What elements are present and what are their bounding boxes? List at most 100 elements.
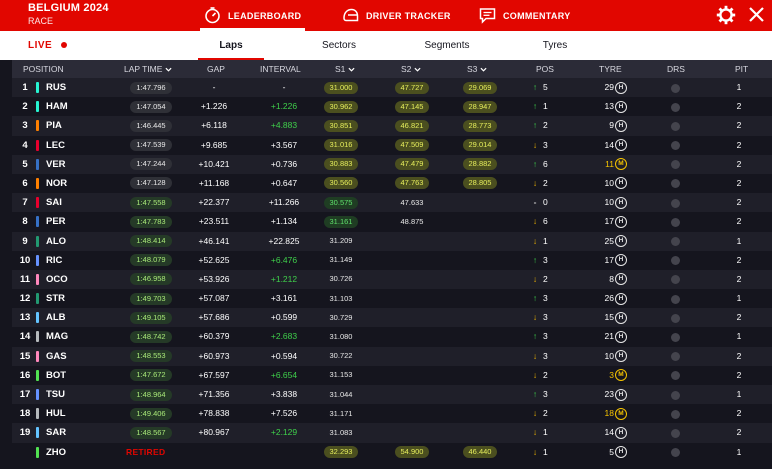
position-change-value: 2 <box>543 177 548 188</box>
position-change: ↑ 5 <box>531 78 563 97</box>
tab-sectors[interactable]: Sectors <box>322 40 356 51</box>
table-row[interactable]: 13 ALB 1:49.105 +57.686 +0.599 30.729 ↓ 3 15 H 2 <box>12 308 772 328</box>
table-header: POSITION LAP TIME GAP INTERVAL S1 S2 S3 … <box>12 60 772 78</box>
position-arrow-icon: - <box>533 197 537 208</box>
tyre-compound-icon: H <box>615 292 627 305</box>
gear-icon[interactable] <box>716 5 736 25</box>
tab-segments[interactable]: Segments <box>424 40 470 51</box>
table-row[interactable]: ZHO RETIRED 32.293 54.900 46.440 ↓ 1 5 H 1 <box>12 442 772 462</box>
tab-laps[interactable]: Laps <box>176 31 286 60</box>
interval-value: +2.129 <box>270 427 298 438</box>
drs-indicator <box>671 352 680 362</box>
tyre-laps: 15 <box>604 312 614 323</box>
team-color-bar <box>36 254 39 266</box>
table-row[interactable]: 4 LEC 1:47.539 +9.685 +3.567 31.016 47.509 29.0… <box>12 135 772 155</box>
tyre-laps: 11 <box>605 158 614 169</box>
table-row[interactable]: 11 OCO 1:46.958 +53.926 +1.212 30.726 ↓ 2 8 H 2 <box>12 269 772 290</box>
pit-stops: 2 <box>736 177 742 188</box>
position-number: 5 <box>22 158 28 170</box>
drs-indicator <box>671 390 680 400</box>
drs-indicator <box>671 141 680 151</box>
driver-code: HAM <box>46 101 68 113</box>
nav-tab-label: COMMENTARY <box>503 10 571 21</box>
table-row[interactable]: 3 PIA 1:46.445 +6.118 +4.883 30.851 46.821 28.7… <box>12 116 772 136</box>
col-s1[interactable]: S1 <box>335 60 355 78</box>
table-row[interactable]: 7 SAI 1:47.558 +22.377 +11.266 30.575 47.633 -0… <box>12 193 772 213</box>
driver-code: PER <box>46 216 66 228</box>
sector-1-time: 31.016 <box>324 139 358 152</box>
nav-tab-driver-tracker[interactable]: DRIVER TRACKER <box>342 0 451 31</box>
driver-code: SAR <box>46 427 67 439</box>
table-row[interactable]: 5 VER 1:47.244 +10.421 +0.736 30.883 47.479 28.… <box>12 154 772 174</box>
table-row[interactable]: 14 MAG 1:48.742 +60.379 +2.683 31.080 ↑ 3 21 H 1 <box>12 327 772 347</box>
interval-value: +7.526 <box>270 408 298 419</box>
tyre-compound-icon: H <box>615 273 627 286</box>
event-info: BELGIUM 2024 RACE <box>28 2 109 27</box>
pit-stops: 2 <box>736 273 742 284</box>
driver-code: NOR <box>46 177 68 189</box>
drs-indicator <box>671 409 680 419</box>
table-row[interactable]: 8 PER 1:47.783 +23.511 +1.134 31.161 48.875 ↓ 6 1… <box>12 212 772 232</box>
driver-code: ALO <box>46 235 67 247</box>
position-arrow-icon: ↓ <box>532 446 538 457</box>
interval-value: +1.134 <box>270 216 298 227</box>
position-arrow-icon: ↑ <box>532 254 538 265</box>
table-row[interactable]: 9 ALO 1:48.414 +46.141 +22.825 31.209 ↓ 1 25 H 1 <box>12 231 772 251</box>
position-number: 19 <box>19 427 31 439</box>
position-change: ↓ 3 <box>531 136 563 155</box>
drs-indicator <box>671 448 680 458</box>
table-row[interactable]: 17 TSU 1:48.964 +71.356 +3.838 31.044 ↑ 3 23 H 1 <box>12 385 772 405</box>
col-position: POSITION <box>23 64 64 74</box>
close-icon[interactable] <box>748 6 765 23</box>
chat-icon <box>479 7 496 24</box>
tyre-compound-icon: H <box>615 196 627 209</box>
position-number: 11 <box>19 273 31 285</box>
position-number: 1 <box>22 82 28 93</box>
position-change: ↓ 6 <box>531 212 563 231</box>
table-row[interactable]: 12 STR 1:49.703 +57.087 +3.161 31.103 ↑ 3 26 H 1 <box>12 289 772 309</box>
tyre-compound-icon: H <box>615 311 627 324</box>
col-s3[interactable]: S3 <box>467 60 487 78</box>
nav-tab-leaderboard[interactable]: LEADERBOARD <box>199 0 306 31</box>
col-s2[interactable]: S2 <box>401 60 421 78</box>
position-arrow-icon: ↓ <box>532 273 538 284</box>
driver-code: TSU <box>46 389 65 400</box>
position-arrow-icon: ↓ <box>532 427 538 438</box>
interval-value: +11.266 <box>268 197 300 208</box>
table-row[interactable]: 6 NOR 1:47.128 +11.168 +0.647 30.560 47.763 28.… <box>12 173 772 194</box>
interval-value: +2.683 <box>270 331 298 342</box>
pit-stops: 2 <box>736 369 742 380</box>
driver-code: ALB <box>46 312 66 324</box>
table-row[interactable]: 16 BOT 1:47.672 +67.597 +6.654 31.153 ↓ 2 3 M 2 <box>12 365 772 385</box>
table-row[interactable]: 2 HAM 1:47.054 +1.226 +1.226 30.962 47.145 28.9… <box>12 97 772 117</box>
table-row[interactable]: 18 HUL 1:49.406 +78.838 +7.526 31.171 ↓ 2 18 M 2 <box>12 404 772 424</box>
nav-tab-commentary[interactable]: COMMENTARY <box>479 0 571 31</box>
table-row[interactable]: 10 RIC 1:48.079 +52.625 +6.476 31.149 ↑ 3 17 H 2 <box>12 250 772 270</box>
table-row[interactable]: 1 RUS 1:47.796- -31.000 47.727 29.069 ↑ 5 29 H 1 <box>12 78 772 98</box>
col-lap-time[interactable]: LAP TIME <box>124 60 172 78</box>
driver-code: RUS <box>46 82 67 93</box>
gap-value: +67.597 <box>198 369 230 380</box>
pit-stops: 2 <box>736 158 742 169</box>
position-change-value: 1 <box>543 446 548 457</box>
sector-1-time: 30.722 <box>329 351 353 361</box>
team-color-bar <box>36 120 39 132</box>
table-row[interactable]: 19 SAR 1:48.567 +80.967 +2.129 31.083 ↓ 1 14 H 2 <box>12 423 772 443</box>
lap-time: 1:49.105 <box>130 311 172 324</box>
tyre-laps: 10 <box>604 350 614 361</box>
position-change-value: 6 <box>543 216 548 227</box>
session-name: RACE <box>28 16 54 26</box>
top-nav-bar: BELGIUM 2024 RACE LEADERBOARD DRIVER TRA… <box>0 0 772 31</box>
tyre-compound-icon: H <box>615 215 627 228</box>
position-arrow-icon: ↓ <box>532 235 538 246</box>
position-change: ↓ 2 <box>531 404 563 423</box>
tyre-laps: 10 <box>604 197 614 208</box>
table-row[interactable]: 15 GAS 1:48.553 +60.973 +0.594 30.722 ↓ 3 10 H 2 <box>12 346 772 366</box>
tyre-compound-icon: M <box>615 369 627 382</box>
position-number: 2 <box>22 101 28 113</box>
interval-value: +6.654 <box>270 369 298 380</box>
tab-tyres[interactable]: Tyres <box>542 40 568 51</box>
lap-time: 1:47.244 <box>130 158 172 171</box>
team-color-bar <box>36 350 39 362</box>
gap-value: +57.087 <box>198 293 230 304</box>
